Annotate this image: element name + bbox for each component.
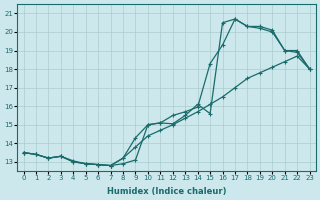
X-axis label: Humidex (Indice chaleur): Humidex (Indice chaleur) — [107, 187, 226, 196]
